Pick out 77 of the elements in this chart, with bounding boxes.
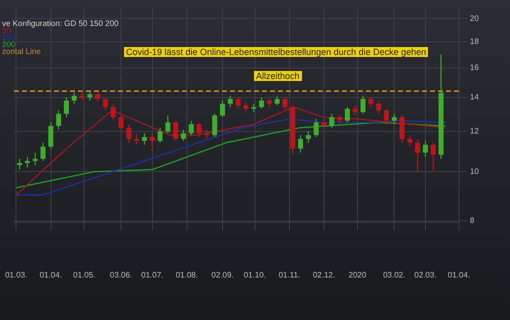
x-tick-label: 01.11. [278,270,300,280]
candlestick [259,96,264,110]
candlestick [392,113,397,125]
candlestick [150,132,155,152]
x-tick-label: 01.05. [73,270,96,280]
candlestick [422,140,428,158]
candlestick [360,95,366,114]
candlestick [314,118,319,138]
candlestick [72,92,77,104]
candlestick [352,104,358,116]
candlestick [274,95,280,106]
candlestick [126,124,132,144]
candlestick [95,92,100,103]
x-tick-label: 03.02. [383,270,406,280]
candlestick [40,142,46,162]
y-tick-label: 8 [470,216,475,226]
candlestick [165,114,170,134]
text: 200 [2,40,16,49]
candlestick [87,90,92,102]
y-tick-label: 10 [470,166,480,176]
candlestick [134,132,140,146]
candlestick [110,103,116,122]
candlestick [48,122,54,150]
candlestick [180,129,186,142]
x-tick-label: 02.03. [414,270,437,280]
annotation: Allzeithoch [254,71,302,81]
y-tick-label: 20 [470,14,480,23]
candlestick [158,127,163,144]
candlestick [298,134,304,154]
candlestick [384,108,389,125]
y-tick-label: 16 [470,63,480,72]
annotation: ve Konfiguration: GD 50 150 200 [2,19,119,28]
text: 150 [2,33,16,42]
x-tick-label: 02.12. [312,270,336,280]
candlestick [212,113,218,138]
x-tick-label: 01.03. [5,270,28,280]
candlestick [282,96,288,110]
x-tick-label: 01.07. [141,270,164,280]
candlestick [80,90,85,102]
ref-line-label: zontal Line [2,47,42,56]
x-tick-label: 01.10. [244,270,266,280]
x-tick-label: 01.04. [40,270,62,280]
candlestick [321,118,326,130]
candlestick [188,120,194,136]
x-tick-label: 02.09. [211,270,234,280]
candlestick [415,138,420,172]
x-tick-label: 2020 [348,270,367,280]
x-tick-label: 01.08. [176,270,198,280]
candlestick [407,134,412,148]
candlestick [196,122,202,138]
candlestick [400,114,405,144]
candlestick [344,106,350,123]
candlestick [306,130,311,144]
candlestick [368,96,374,108]
candlestick [430,142,436,172]
candlestick [64,96,69,118]
candlestick [17,158,22,170]
candlestick [102,96,108,111]
candlestick [56,110,62,130]
text: 50 [2,26,11,35]
x-tick-label: 03.06. [110,270,132,280]
candlestick [24,156,30,168]
candlestick [32,152,38,166]
candlestick [118,114,124,132]
candlestick [243,102,248,113]
y-tick-label: 14 [470,92,480,102]
y-tick-label: 18 [470,37,480,46]
annotation: Covid-19 lässt die Online-Lebensmittelbestellungen durch die Decke gehen [124,47,428,57]
candlestick [142,132,147,146]
y-tick-label: 12 [470,126,480,136]
x-tick-label: 01.04. [448,270,470,280]
candlestick [228,95,233,108]
candlestick [329,113,334,128]
candlestick [220,100,225,118]
candlestick [376,102,382,114]
candlestick [173,120,178,142]
candlestick [236,96,241,110]
